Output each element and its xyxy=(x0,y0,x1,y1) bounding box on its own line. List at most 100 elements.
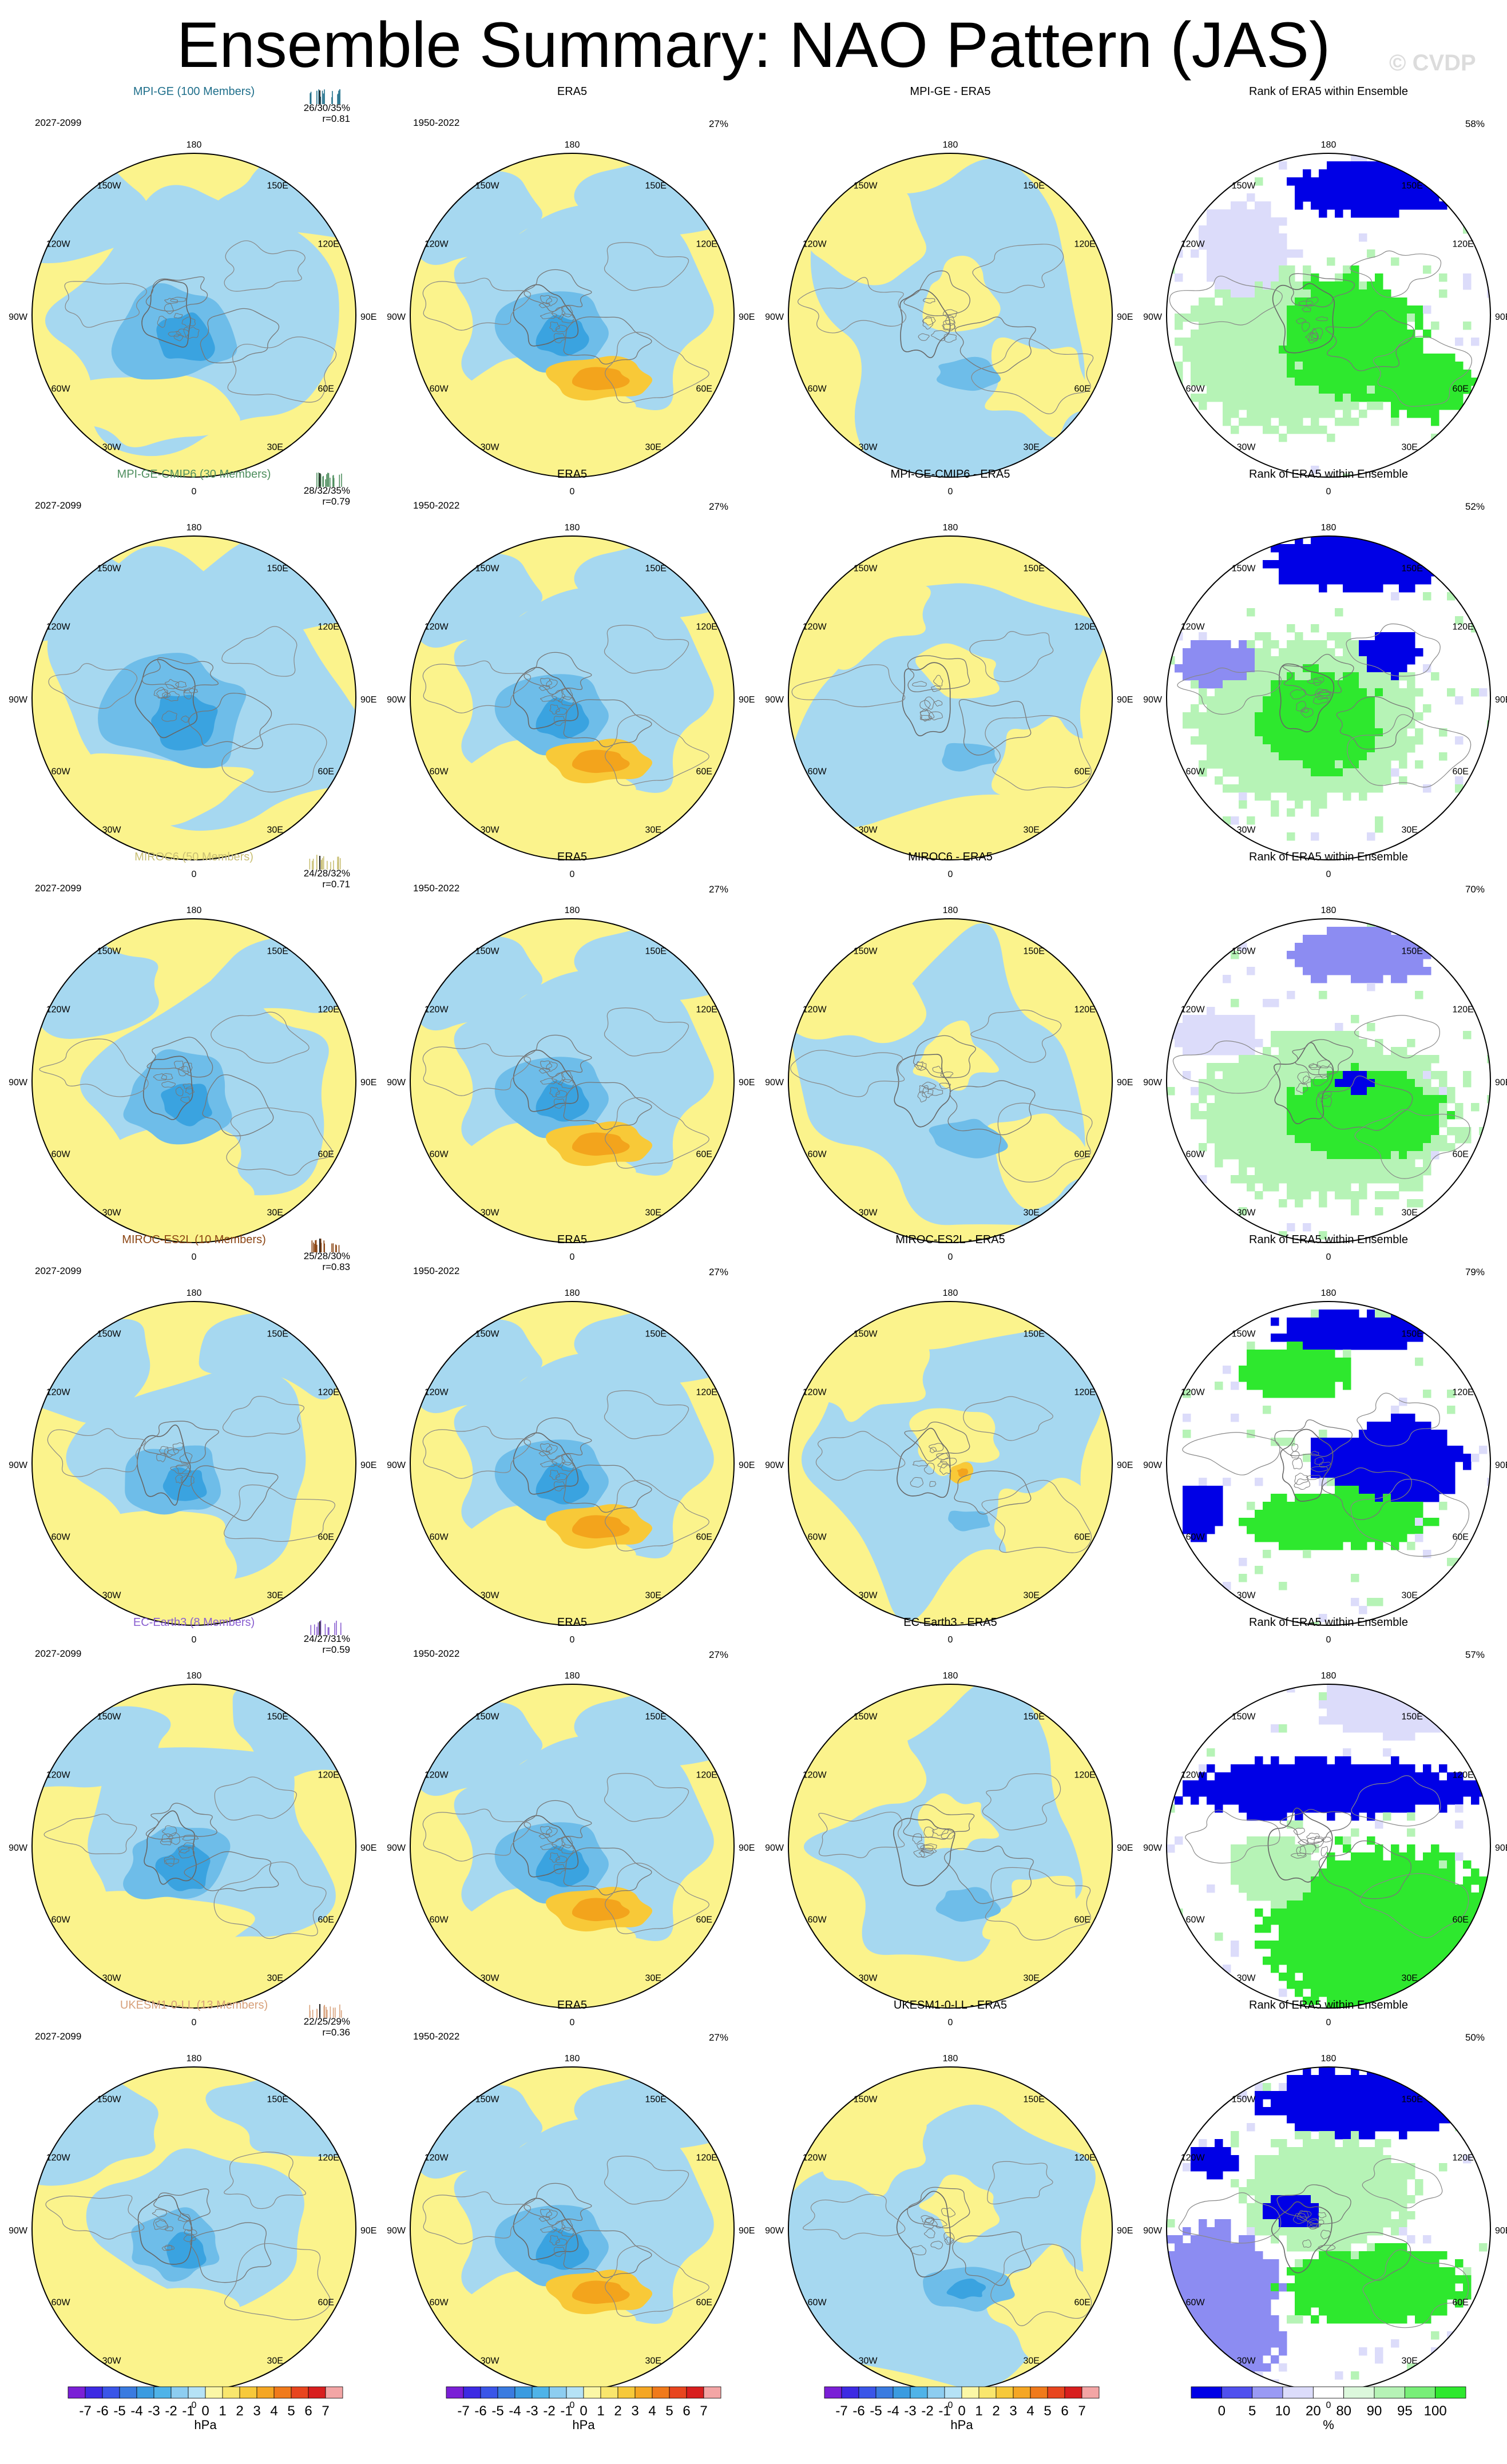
rank-cell xyxy=(1367,322,1375,330)
rank-cell xyxy=(1319,1542,1327,1550)
rank-cell xyxy=(1375,656,1383,665)
rank-cell xyxy=(1335,1933,1343,1941)
rank-cell xyxy=(1439,1438,1447,1446)
coastline xyxy=(145,276,208,312)
rank-cell xyxy=(1431,1486,1439,1494)
rank-cell xyxy=(1343,1119,1351,1128)
difference-title: MPI-GE - ERA5 xyxy=(910,85,990,98)
rank-cell xyxy=(1327,776,1335,785)
rank-cell xyxy=(1463,1454,1472,1462)
rank-cell xyxy=(1415,1925,1423,1933)
rank-cell xyxy=(1487,1941,1490,1949)
rank-cell xyxy=(1279,1350,1287,1358)
lon-label: 150W xyxy=(854,564,878,573)
coastline xyxy=(1336,696,1414,750)
diff-negative-core xyxy=(935,1887,1001,1922)
rank-cell xyxy=(1463,983,1472,991)
rank-cell xyxy=(1383,967,1391,975)
rank-cell xyxy=(1263,712,1271,721)
rank-cell xyxy=(1327,2147,1335,2156)
lon-label: 150E xyxy=(267,946,288,956)
rank-cell xyxy=(1383,1748,1391,1757)
lon-label: 60W xyxy=(1186,767,1205,777)
rank-cell xyxy=(1359,1933,1367,1941)
rank-cell xyxy=(1447,1860,1456,1869)
rank-cell xyxy=(1375,1159,1383,1168)
rank-cell xyxy=(1455,1917,1464,1925)
lon-label: 120E xyxy=(318,622,339,632)
rank-cell xyxy=(1223,1796,1231,1805)
rank-cell xyxy=(1303,1542,1311,1550)
lon-label: 150W xyxy=(475,1329,500,1339)
rank-cell xyxy=(1375,927,1383,935)
rank-cell xyxy=(1239,1366,1247,1374)
rank-cell xyxy=(1271,1031,1279,1039)
rank-cell xyxy=(1167,1844,1175,1853)
rank-cell xyxy=(1295,1852,1303,1861)
rank-cell xyxy=(1287,1063,1295,1072)
rank-cell xyxy=(1391,354,1399,362)
rank-cell xyxy=(1271,1518,1279,1526)
coastline xyxy=(540,1060,553,1070)
rank-cell xyxy=(1295,1199,1303,1208)
rank-cell xyxy=(1367,378,1375,386)
rank-cell xyxy=(1447,1925,1456,1933)
lon-label: 90W xyxy=(387,1843,406,1853)
rank-cell xyxy=(1375,752,1383,761)
rank-cell xyxy=(1487,1031,1490,1039)
rank-cell xyxy=(1471,688,1480,697)
rank-cell xyxy=(1471,975,1480,983)
rank-cell xyxy=(1271,784,1279,793)
lon-label: 150E xyxy=(645,181,667,191)
rank-cell xyxy=(1327,1708,1335,1717)
rank-cell xyxy=(1455,1780,1464,1789)
lon-label: 150W xyxy=(1232,946,1256,956)
rank-cell xyxy=(1407,354,1415,362)
coastline xyxy=(932,1827,949,1836)
lon-label: 120E xyxy=(1452,240,1473,249)
rank-cell xyxy=(1287,1510,1295,1518)
rank-cell xyxy=(1191,1103,1199,1112)
rank-cell xyxy=(1391,552,1399,561)
rank-cell xyxy=(1407,1997,1415,2005)
coastline xyxy=(605,1480,709,1552)
rank-cell xyxy=(1311,800,1319,809)
rank-cell xyxy=(1383,322,1391,330)
rank-cell xyxy=(1303,1382,1311,1390)
rank-cell xyxy=(1383,1884,1391,1893)
rank-cell xyxy=(1343,1724,1351,1733)
rank-cell xyxy=(1479,1949,1488,1957)
rank-cell xyxy=(1263,999,1271,1007)
rank-cell xyxy=(1359,1486,1367,1494)
rank-cell xyxy=(1327,177,1335,186)
rank-cell xyxy=(1287,1183,1295,1192)
rank-cell xyxy=(1279,394,1287,402)
rank-cell xyxy=(1271,273,1279,282)
rank-cell xyxy=(1463,1981,1472,1989)
lon-label: 90W xyxy=(765,2226,784,2236)
rank-cell xyxy=(1319,305,1327,314)
rank-cell xyxy=(1279,434,1287,442)
rank-cell xyxy=(1311,370,1319,378)
coastline xyxy=(940,1072,954,1078)
rank-cell xyxy=(1183,1031,1191,1039)
rank-cell xyxy=(1295,2091,1303,2100)
rank-cell xyxy=(1311,1925,1319,1933)
rank-cell xyxy=(1295,536,1303,545)
rank-cell xyxy=(1335,1989,1343,1997)
rank-cell xyxy=(1335,927,1343,935)
rank-cell xyxy=(1287,1542,1295,1550)
rank-cell xyxy=(1255,2187,1263,2196)
rank-cell xyxy=(1391,1127,1399,1136)
rank-cell xyxy=(1423,466,1431,474)
rank-cell xyxy=(1335,752,1343,761)
rank-cell xyxy=(1199,712,1207,721)
rank-cell xyxy=(1199,1023,1207,1031)
rank-cell xyxy=(1343,1518,1351,1526)
rank-cell xyxy=(1367,1478,1375,1486)
rank-cell xyxy=(1255,752,1263,761)
rank-cell xyxy=(1375,1326,1383,1334)
rank-cell xyxy=(1175,338,1183,346)
rank-cell xyxy=(1255,233,1263,242)
rank-cell xyxy=(1319,1614,1327,1622)
